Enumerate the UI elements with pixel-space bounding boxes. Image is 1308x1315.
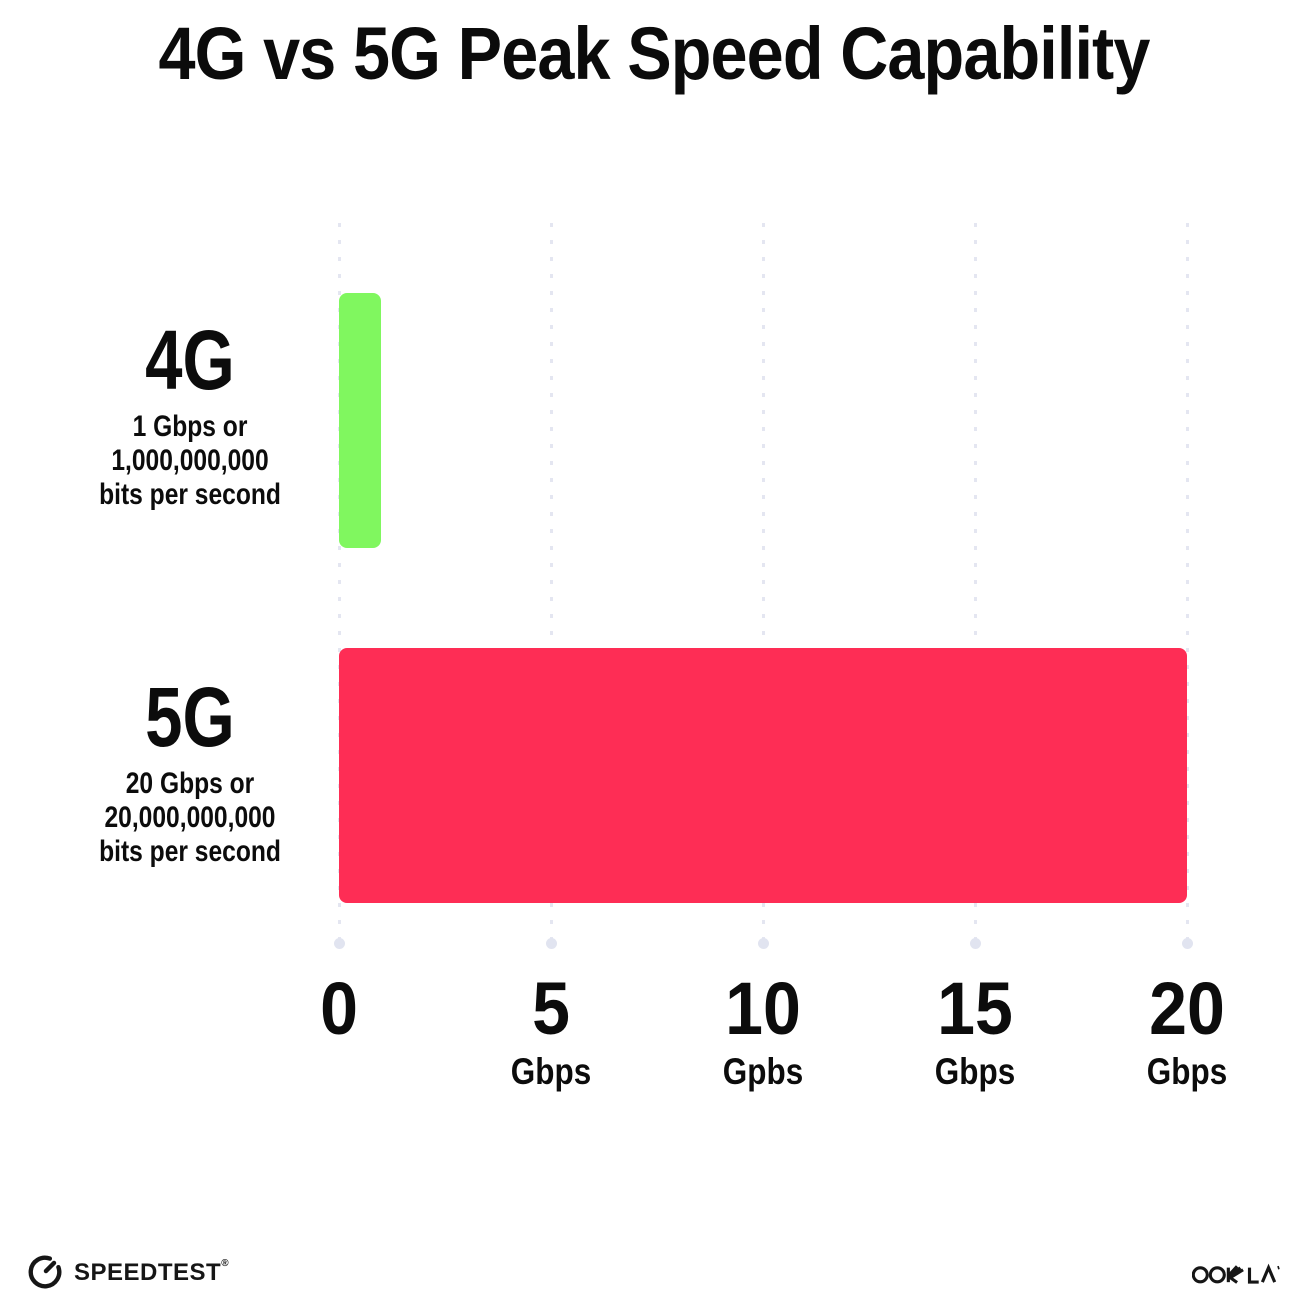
x-tick-number: 0 (320, 967, 358, 1050)
gridline-5 (545, 223, 557, 949)
ookla-logo (1192, 1258, 1284, 1287)
x-tick-number: 5 (532, 967, 570, 1050)
category-label-4g: 4G (145, 313, 235, 407)
gridline-end-dot (1181, 938, 1193, 949)
x-axis: 0 5 Gbps 10 Gpbs 15 Gbps 20 Gbps (320, 972, 1227, 1102)
x-tick-unit: Gpbs (722, 1051, 804, 1092)
sublabel-line: 20,000,000,000 (104, 801, 276, 834)
category-label-5g: 5G (145, 670, 235, 764)
gridline-0 (333, 223, 345, 949)
x-tick-unit: Gbps (934, 1051, 1016, 1092)
category-sublabel-4g: 1 Gbps or 1,000,000,000 bits per second (40, 410, 340, 512)
x-tick-20: 20 Gbps (1067, 972, 1307, 1093)
gridline-end-dot (969, 938, 981, 949)
category-sublabel-5g: 20 Gbps or 20,000,000,000 bits per secon… (40, 767, 340, 869)
x-tick-15: 15 Gbps (855, 972, 1095, 1093)
footer: SPEEDTEST® (26, 1248, 1284, 1296)
trademark-symbol: ® (221, 1257, 230, 1269)
x-tick-unit: Gbps (1146, 1051, 1228, 1092)
gridline-end-dot (333, 938, 345, 949)
row-label-4g: 4G 1 Gbps or 1,000,000,000 bits per seco… (40, 318, 340, 512)
sublabel-line: 1 Gbps or (132, 410, 248, 443)
sublabel-line: 20 Gbps or (125, 767, 255, 800)
gridline-20 (1181, 223, 1193, 949)
plot-area (333, 223, 1193, 951)
x-tick-0: 0 (219, 972, 459, 1052)
speedtest-wordmark: SPEEDTEST® (74, 1257, 230, 1286)
gridline-15 (969, 223, 981, 949)
gridline-end-dot (757, 938, 769, 949)
x-tick-number: 20 (1149, 967, 1225, 1050)
sublabel-line: bits per second (99, 478, 281, 511)
x-tick-5: 5 Gbps (431, 972, 671, 1093)
sublabel-line: 1,000,000,000 (111, 444, 269, 477)
x-tick-number: 15 (937, 967, 1013, 1050)
gridline-end-dot (545, 938, 557, 949)
bar-5g (339, 648, 1187, 903)
sublabel-line: bits per second (99, 835, 281, 868)
bar-4g (339, 293, 382, 548)
x-tick-unit: Gbps (510, 1051, 592, 1092)
speedtest-logo: SPEEDTEST® (26, 1253, 229, 1291)
x-tick-number: 10 (725, 967, 801, 1050)
row-label-5g: 5G 20 Gbps or 20,000,000,000 bits per se… (40, 675, 340, 869)
chart-title: 4G vs 5G Peak Speed Capability (158, 12, 1151, 95)
gridline-10 (757, 223, 769, 949)
speedtest-gauge-icon (26, 1253, 64, 1291)
x-tick-10: 10 Gpbs (643, 972, 883, 1093)
